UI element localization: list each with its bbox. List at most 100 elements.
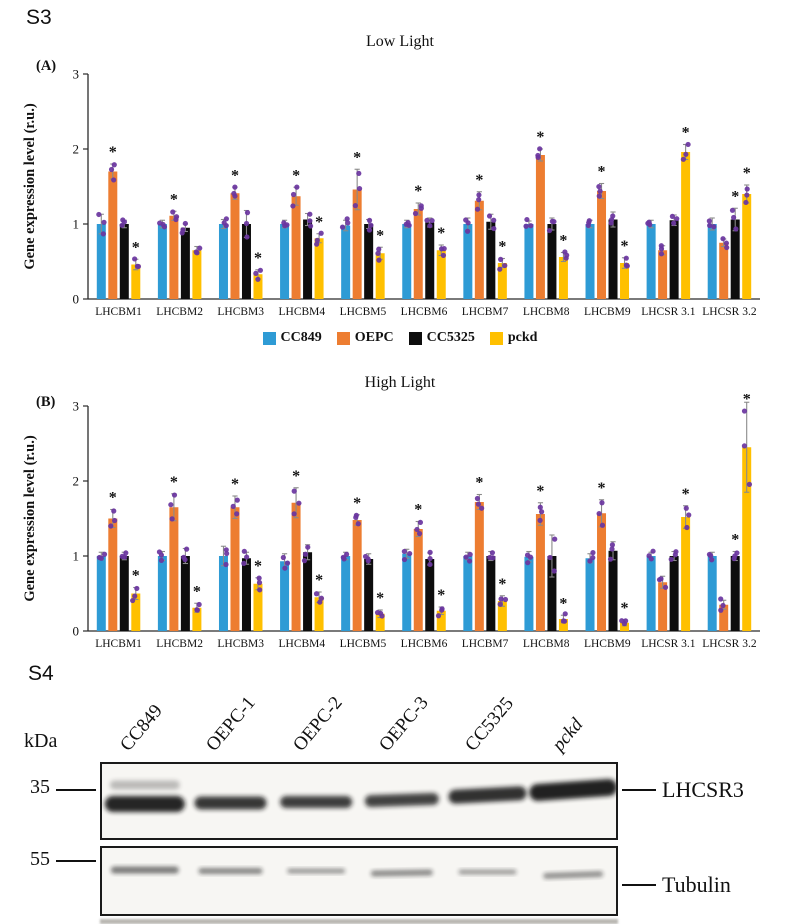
significance-asterisk: *	[475, 172, 483, 189]
significance-asterisk: *	[731, 188, 739, 205]
data-point	[623, 262, 629, 268]
legend-swatch-cc5325	[408, 331, 422, 345]
data-point	[671, 220, 677, 226]
data-point	[723, 240, 730, 246]
bar-OEPC-LHCBM3	[230, 193, 240, 299]
data-point	[474, 206, 481, 212]
bar-CC5325-LHCBM4	[303, 219, 313, 299]
x-category-label: LHCBM8	[523, 638, 570, 650]
y-tick-label: 1	[73, 549, 80, 564]
marker-55-tick	[56, 860, 96, 862]
y-tick-label: 0	[73, 624, 80, 639]
bar-CC5325-LHCBM9	[608, 550, 618, 631]
significance-asterisk: *	[743, 394, 751, 408]
data-point	[586, 218, 592, 224]
x-category-label: LHCSR 3.2	[702, 638, 757, 650]
data-point	[746, 481, 753, 487]
data-point	[597, 188, 603, 194]
panel-a-title: Low Light	[366, 33, 434, 50]
data-point	[243, 220, 250, 227]
data-point	[491, 217, 497, 223]
data-point	[253, 270, 259, 277]
data-point	[610, 213, 616, 219]
blot-band	[104, 796, 185, 812]
data-point	[552, 536, 558, 542]
bar-OEPC-LHCBM8	[535, 155, 545, 299]
data-point	[257, 267, 264, 273]
significance-asterisk: *	[292, 167, 300, 184]
data-point	[193, 249, 199, 255]
data-point	[424, 217, 430, 223]
significance-asterisk: *	[170, 474, 178, 491]
significance-asterisk: *	[682, 486, 690, 503]
bar-OEPC-LHCSR 3.1	[658, 582, 668, 631]
bar-CC849-LHCBM4	[280, 561, 290, 631]
bar-pckd-LHCBM5	[375, 613, 385, 631]
y-tick-label: 0	[73, 292, 80, 307]
bar-CC849-LHCSR 3.2	[707, 224, 717, 299]
data-point	[307, 218, 313, 224]
bar-pckd-LHCSR 3.1	[681, 517, 691, 631]
bar-pckd-LHCSR 3.1	[681, 152, 691, 299]
data-point	[223, 561, 229, 568]
data-point	[96, 211, 102, 218]
bar-OEPC-LHCBM5	[352, 189, 362, 299]
legend-label: OEPC	[354, 330, 394, 345]
x-category-label: LHCBM6	[401, 638, 448, 650]
significance-asterisk: *	[193, 583, 201, 600]
significance-asterisk: *	[109, 144, 117, 161]
data-point	[296, 500, 302, 506]
data-point	[467, 551, 473, 558]
data-point	[718, 596, 724, 602]
data-point	[401, 548, 407, 555]
data-point	[599, 522, 606, 528]
data-point	[280, 554, 286, 561]
data-point	[418, 203, 424, 209]
x-category-label: LHCBM4	[278, 306, 325, 318]
data-point	[561, 618, 568, 624]
significance-asterisk: *	[231, 167, 239, 184]
data-point	[366, 227, 373, 233]
significance-asterisk: *	[498, 239, 506, 256]
x-category-label: LHCBM4	[278, 638, 325, 650]
data-point	[111, 177, 117, 183]
bar-OEPC-LHCBM8	[535, 514, 545, 631]
data-point	[156, 549, 163, 555]
bar-pckd-LHCBM9	[620, 263, 630, 299]
data-point	[440, 252, 447, 258]
data-point	[475, 501, 482, 507]
significance-asterisk: *	[353, 149, 361, 166]
legend-item-oepc: OEPC	[336, 330, 394, 346]
significance-asterisk: *	[231, 476, 239, 493]
bar-CC849-LHCBM3	[218, 556, 228, 631]
data-point	[224, 550, 230, 557]
bar-pckd-LHCBM1	[131, 264, 141, 299]
data-point	[491, 225, 497, 232]
data-point	[683, 505, 689, 511]
chart-legend: CC849 OEPC CC5325 pckd	[0, 330, 800, 346]
data-point	[401, 556, 408, 563]
data-point	[669, 213, 676, 219]
bar-CC5325-LHCBM7	[486, 556, 496, 631]
data-point	[314, 241, 320, 247]
bar-pckd-LHCBM7	[497, 263, 507, 299]
bar-CC5325-LHCBM4	[303, 552, 313, 631]
bar-pckd-LHCBM5	[375, 253, 385, 299]
lane-label-oepc-2: OEPC-2	[289, 692, 347, 756]
blot-band-smear	[109, 780, 180, 790]
legend-item-cc849: CC849	[262, 330, 322, 346]
data-point	[668, 556, 674, 562]
significance-asterisk: *	[731, 532, 739, 549]
bar-OEPC-LHCSR 3.1	[658, 250, 668, 299]
data-point	[241, 548, 247, 554]
data-point	[590, 555, 596, 561]
tubulin-pointer-line	[622, 884, 656, 886]
significance-asterisk: *	[132, 239, 140, 256]
data-point	[376, 246, 382, 252]
data-point	[294, 184, 300, 190]
bar-CC5325-LHCBM6	[425, 222, 435, 299]
data-point	[525, 560, 531, 566]
data-point	[374, 609, 381, 616]
bar-pckd-LHCBM7	[497, 601, 507, 631]
bar-OEPC-LHCBM2	[169, 507, 179, 631]
